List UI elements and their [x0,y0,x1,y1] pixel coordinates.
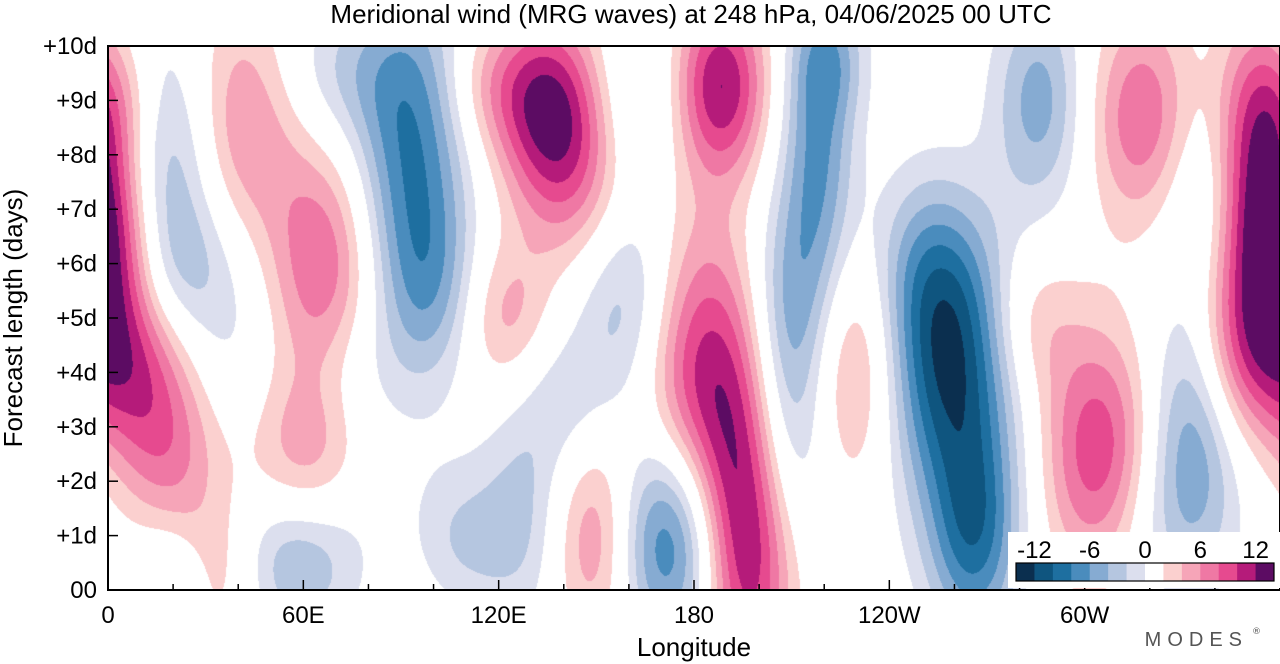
colorbar-swatch [1034,563,1054,581]
colorbar-swatch [1237,563,1257,581]
y-axis-label: Forecast length (days) [0,189,28,448]
colorbar-swatch [1163,563,1183,581]
y-tick-label: +4d [56,359,97,386]
y-tick-label: 00 [70,577,97,604]
colorbar-tick-label: 12 [1242,537,1269,564]
colorbar-tick-label: -6 [1079,537,1100,564]
y-axis: 00 +1d +2d +3d +4d +5d +6d +7d +8d +9d +10d [43,33,118,604]
colorbar-swatch [1126,563,1146,581]
colorbar-swatch [1016,563,1035,581]
y-tick-label: +10d [43,33,97,60]
y-tick-label: +2d [56,468,97,495]
y-tick-label: +6d [56,251,97,278]
y-tick-label: +1d [56,523,97,550]
x-axis-label: Longitude [637,632,751,662]
colorbar-swatch [1089,563,1109,581]
x-tick-label: 60W [1060,602,1110,629]
x-tick-label: 120E [471,602,527,629]
colorbar-swatch [1218,563,1238,581]
colorbar-swatch [1200,563,1220,581]
plot-area [107,45,1280,591]
colorbar-frame [1015,562,1275,582]
x-tick-label: 0 [101,602,114,629]
colorbar-swatch [1108,563,1128,581]
x-axis: 0 60E 120E 180 120W 60W [101,580,1280,629]
colorbar-legend: -12 -6 0 6 12 [1008,532,1280,588]
x-tick-label: 120W [858,602,921,629]
y-tick-label: +9d [56,87,97,114]
colorbar-tick-label: 6 [1194,537,1207,564]
x-tick-label: 60E [282,602,325,629]
y-tick-label: +8d [56,142,97,169]
registered-mark: ® [1252,627,1261,637]
colorbar-tick-label: -12 [1017,537,1052,564]
x-tick-label: 180 [674,602,714,629]
colorbar-swatch [1145,563,1164,581]
y-tick-label: +5d [56,305,97,332]
modes-watermark: MODES [1145,629,1248,651]
colorbar-swatch [1181,563,1201,581]
colorbar-swatch [1052,563,1072,581]
colorbar-swatch [1071,563,1091,581]
heatmap-contours [108,46,1280,590]
colorbar-swatch [1255,563,1275,581]
y-tick-label: +7d [56,196,97,223]
chart-title: Meridional wind (MRG waves) at 248 hPa, … [330,0,1051,29]
y-tick-label: +3d [56,414,97,441]
colorbar-tick-label: 0 [1138,537,1151,564]
